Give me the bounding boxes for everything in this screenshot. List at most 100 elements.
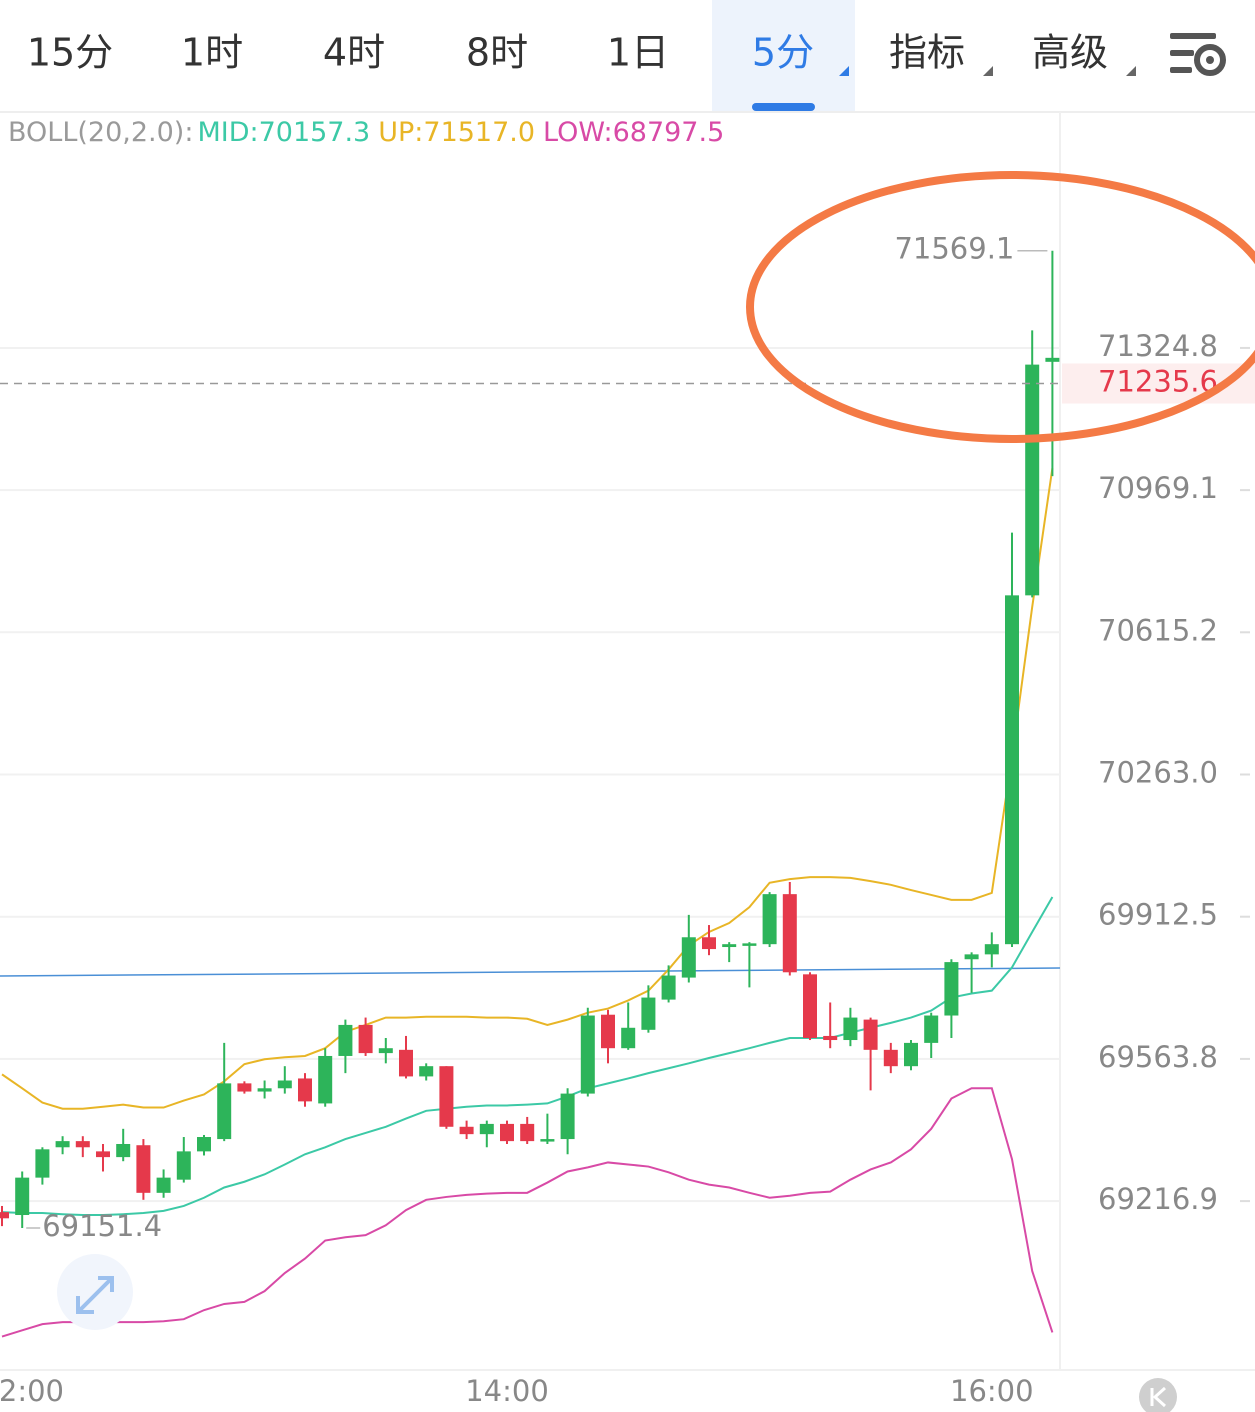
candle-body	[257, 1088, 272, 1092]
candle-body	[823, 1035, 838, 1041]
indicator-mid: MID:70157.3	[197, 117, 370, 148]
y-tick-label: 70969.1	[1098, 471, 1218, 505]
y-tick-label: 69912.5	[1098, 898, 1218, 932]
candle-body	[318, 1055, 333, 1104]
tab[interactable]: 4时	[323, 31, 385, 75]
expand-button[interactable]	[57, 1254, 133, 1330]
x-tick-label: 16:00	[950, 1374, 1034, 1408]
candle-body	[540, 1139, 555, 1142]
expand-button-bg	[57, 1254, 133, 1330]
candle-body	[964, 954, 979, 960]
candle-body	[924, 1015, 939, 1043]
candle-body	[378, 1048, 393, 1054]
candle-body	[782, 894, 797, 973]
dropdown-arrow	[1126, 66, 1136, 76]
indicator-header: BOLL(20,2.0): MID:70157.3 UP:71517.0 LOW:68…	[8, 117, 724, 148]
indicator-line	[1, 1087, 1054, 1338]
last-price-label: 71235.6	[1098, 365, 1218, 399]
candle-body	[742, 943, 757, 946]
indicator-low: LOW:68797.5	[543, 117, 724, 148]
icon-bar	[1170, 50, 1194, 56]
tab[interactable]: 8时	[466, 31, 528, 75]
candle-body	[601, 1014, 615, 1049]
y-tick-label: 70615.2	[1098, 613, 1218, 647]
candle-body	[1005, 595, 1019, 945]
tab[interactable]: 5分	[752, 31, 814, 75]
candle-body	[116, 1143, 131, 1158]
candle-body	[661, 975, 676, 1000]
tab[interactable]: 指标	[889, 31, 965, 75]
candle-body	[500, 1123, 514, 1142]
candle-body	[439, 1066, 454, 1127]
icon-gear-dot	[1206, 56, 1214, 64]
trend-line	[0, 967, 1061, 977]
candle-body	[904, 1042, 918, 1067]
candle-body	[419, 1066, 434, 1077]
y-tick-label: 69216.9	[1098, 1182, 1218, 1216]
k-button[interactable]	[1139, 1378, 1177, 1412]
tab[interactable]: 高级	[1032, 31, 1108, 75]
x-tick-label: 14:00	[465, 1374, 549, 1408]
active-tab-bg	[712, 0, 855, 111]
tab[interactable]: 15分	[27, 31, 113, 75]
candle-body	[75, 1141, 90, 1148]
candle-body	[277, 1080, 292, 1089]
icon-bar	[1170, 67, 1192, 73]
candle-body	[96, 1151, 110, 1158]
candle-body	[722, 944, 737, 948]
candle-body	[863, 1019, 878, 1050]
candle-body	[984, 944, 999, 955]
candle-body	[621, 1027, 636, 1049]
candle-body	[0, 1212, 9, 1219]
dropdown-arrow	[983, 66, 993, 76]
low-label: 69151.4	[42, 1209, 162, 1243]
candle-body	[35, 1149, 50, 1178]
candle-body	[944, 962, 959, 1016]
candle-body	[358, 1024, 373, 1054]
candle-body	[681, 937, 696, 978]
settings-icon[interactable]	[1170, 33, 1226, 76]
candle-body	[843, 1017, 858, 1041]
icon-gear	[1194, 44, 1226, 76]
candle-body	[15, 1177, 30, 1216]
candle-body	[1025, 364, 1040, 596]
candle-body	[399, 1049, 413, 1077]
tab-bar: 15分 1时 4时 8时 1日 5分 指标 高级	[27, 31, 1136, 76]
candle-body	[641, 997, 656, 1030]
highlight-ellipse	[746, 171, 1255, 443]
candle-body	[580, 1015, 595, 1094]
indicator-line	[1, 467, 1054, 1110]
candle-body	[520, 1123, 535, 1142]
candle-body	[55, 1141, 70, 1148]
indicator-name: BOLL(20,2.0):	[8, 117, 193, 148]
y-tick-label: 69563.8	[1098, 1040, 1218, 1074]
x-tick-label: 12:00	[0, 1374, 64, 1408]
candle-body	[459, 1126, 474, 1135]
high-label: 71569.1	[894, 232, 1014, 266]
candle-body	[237, 1083, 252, 1092]
candle-body	[338, 1024, 353, 1056]
candle-body	[883, 1049, 898, 1067]
candle-body	[136, 1145, 151, 1193]
candle-body	[176, 1151, 191, 1180]
candle-body	[217, 1083, 232, 1140]
candle-body	[803, 974, 817, 1038]
plot-area: 71235.6 71569.1 69151.4	[0, 232, 1255, 1338]
candle-body	[702, 937, 716, 950]
y-tick-label: 70263.0	[1098, 755, 1218, 789]
candle-body	[762, 894, 777, 945]
indicator-up: UP:71517.0	[378, 117, 535, 148]
icon-bar	[1170, 33, 1216, 39]
candle-body	[298, 1078, 312, 1102]
candle-body	[1045, 357, 1060, 362]
tab[interactable]: 1时	[181, 31, 243, 75]
k-icon	[1150, 1386, 1167, 1408]
candle-body	[197, 1137, 211, 1152]
tab[interactable]: 1日	[607, 31, 669, 75]
y-tick-label: 71324.8	[1098, 329, 1218, 363]
candle-body	[560, 1093, 575, 1140]
candle-body	[479, 1123, 494, 1135]
dropdown-arrow	[839, 66, 849, 76]
